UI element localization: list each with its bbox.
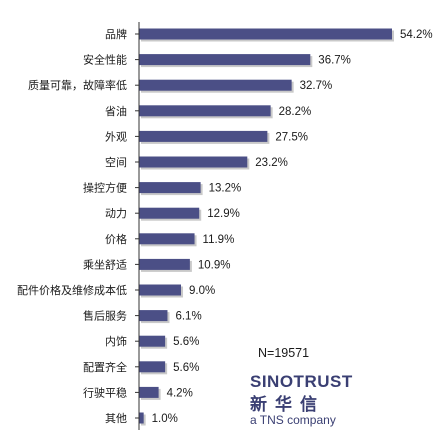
value-label: 4.2%: [167, 387, 193, 399]
brand-logo-name: SINOTRUST: [250, 372, 353, 391]
value-label: 27.5%: [275, 131, 308, 143]
value-label: 9.0%: [189, 285, 215, 297]
category-label: 配置齐全: [83, 360, 127, 374]
category-label: 行驶平稳: [83, 385, 127, 399]
value-label: 5.6%: [173, 362, 199, 374]
bar: [139, 156, 248, 168]
value-label: 12.9%: [207, 208, 240, 220]
category-label: 操控方便: [83, 181, 127, 195]
value-label: 13.2%: [209, 183, 242, 195]
value-label: 6.1%: [175, 311, 201, 323]
category-label: 内饰: [105, 334, 127, 348]
bar: [139, 105, 271, 117]
bar: [139, 130, 268, 142]
category-label: 动力: [105, 207, 127, 220]
bar: [139, 182, 201, 194]
category-label: 配件价格及维修成本低: [17, 283, 127, 297]
value-label: 11.9%: [203, 234, 235, 246]
bar: [139, 361, 166, 373]
category-label: 空间: [105, 155, 127, 169]
category-label: 乘坐舒适: [83, 257, 127, 271]
bar: [139, 54, 311, 66]
sample-size-label: N=19571: [258, 346, 310, 360]
bar: [139, 284, 182, 296]
brand-logo-chinese: 新华信: [250, 395, 325, 415]
category-label: 安全性能: [83, 53, 127, 67]
category-label: 省油: [105, 104, 127, 118]
bar: [139, 28, 392, 40]
brand-tagline: a TNS company: [250, 413, 336, 427]
value-label: 32.7%: [300, 80, 333, 92]
value-label: 23.2%: [255, 157, 288, 169]
category-label: 品牌: [105, 27, 127, 41]
bar: [139, 412, 144, 424]
bar: [139, 310, 168, 322]
value-label: 5.6%: [173, 336, 199, 348]
value-label: 28.2%: [279, 106, 312, 118]
category-label: 质量可靠，故障率低: [28, 78, 127, 92]
bars-layer: 品牌 54.2% 安全性能 36.7% 质量可靠，故障率低 32.7% 省油 28.2% 外观 2…: [17, 27, 433, 426]
bar: [139, 386, 159, 398]
category-label: 售后服务: [83, 309, 127, 323]
bar: [139, 258, 190, 270]
value-label: 54.2%: [400, 29, 433, 41]
value-label: 36.7%: [318, 55, 351, 67]
value-label: 10.9%: [198, 259, 231, 271]
bar: [139, 335, 166, 347]
bar: [139, 233, 195, 245]
category-label: 其他: [105, 412, 127, 425]
category-label: 外观: [105, 130, 127, 143]
category-label: 价格: [105, 232, 127, 246]
bar: [139, 79, 292, 91]
value-label: 1.0%: [152, 413, 178, 425]
bar: [139, 207, 200, 219]
